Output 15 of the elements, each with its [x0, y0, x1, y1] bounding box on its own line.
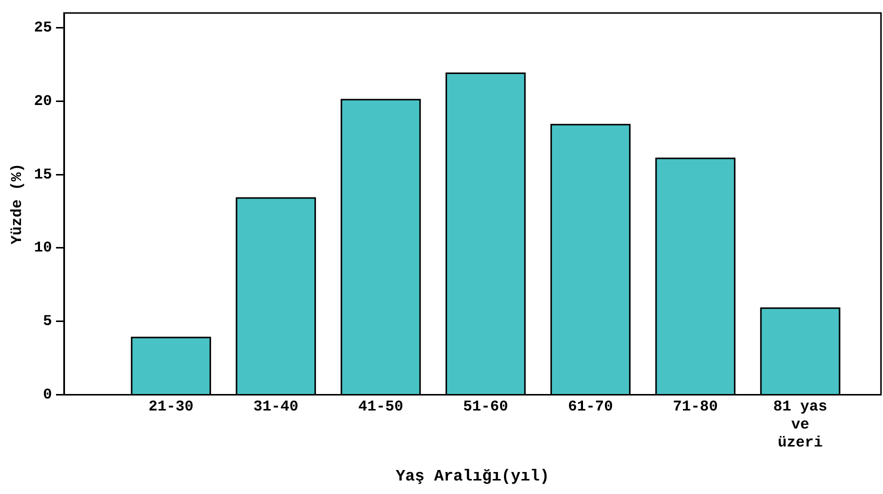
y-tick-label: 0: [42, 386, 52, 404]
y-tick-label: 10: [34, 240, 52, 257]
x-tick-label: 71-80: [672, 398, 718, 416]
x-tick-label: 61-70: [568, 398, 613, 416]
y-tick-label: 20: [34, 92, 52, 110]
x-tick-label: 41-50: [358, 398, 404, 416]
x-tick-label: 51-60: [463, 398, 508, 416]
y-tick-label: 15: [34, 166, 52, 184]
y-tick-label: 25: [34, 19, 52, 36]
y-tick-label: 5: [42, 313, 52, 330]
x-tick-label: 81 yas ve üzeri: [773, 398, 828, 452]
x-tick-label: 21-30: [148, 398, 194, 416]
y-axis-title: Yüzde (%): [8, 163, 26, 244]
x-tick-label: 31-40: [253, 398, 298, 416]
x-axis-title: Yaş Aralığı(yıl): [396, 467, 550, 486]
